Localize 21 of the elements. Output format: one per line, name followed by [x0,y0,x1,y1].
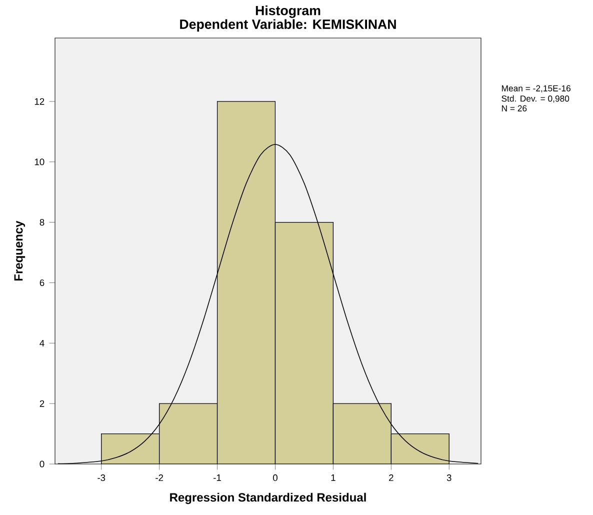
y-tick-label: 6 [40,279,44,286]
x-tick-label: 3 [446,474,452,482]
x-tick-label: 1 [331,474,336,481]
x-tick-label: 0 [273,474,278,482]
y-axis-title: Frequency [14,220,26,281]
y-tick-label: 12 [34,98,44,105]
x-tick-label: -2 [156,474,164,481]
chart-title: Histogram [256,5,320,18]
y-tick-label: 8 [40,219,44,226]
chart-subtitle: Dependent Variable: KEMISKINAN [180,19,396,32]
x-tick-label: -3 [98,474,106,482]
text: Mean = -2,15E-16 [502,85,570,92]
y-tick-label: 4 [40,340,44,346]
x-tick-label: 2 [389,474,394,481]
y-tick-label: 0 [40,460,44,468]
text: N = 26 [502,105,527,112]
x-tick-label: -1 [214,474,221,481]
y-tick-label: 10 [34,158,44,166]
x-axis-title: Regression Standardized Residual [170,492,366,504]
text: Std. Dev. = 0,980 [502,95,570,103]
y-tick-label: 2 [40,400,44,407]
